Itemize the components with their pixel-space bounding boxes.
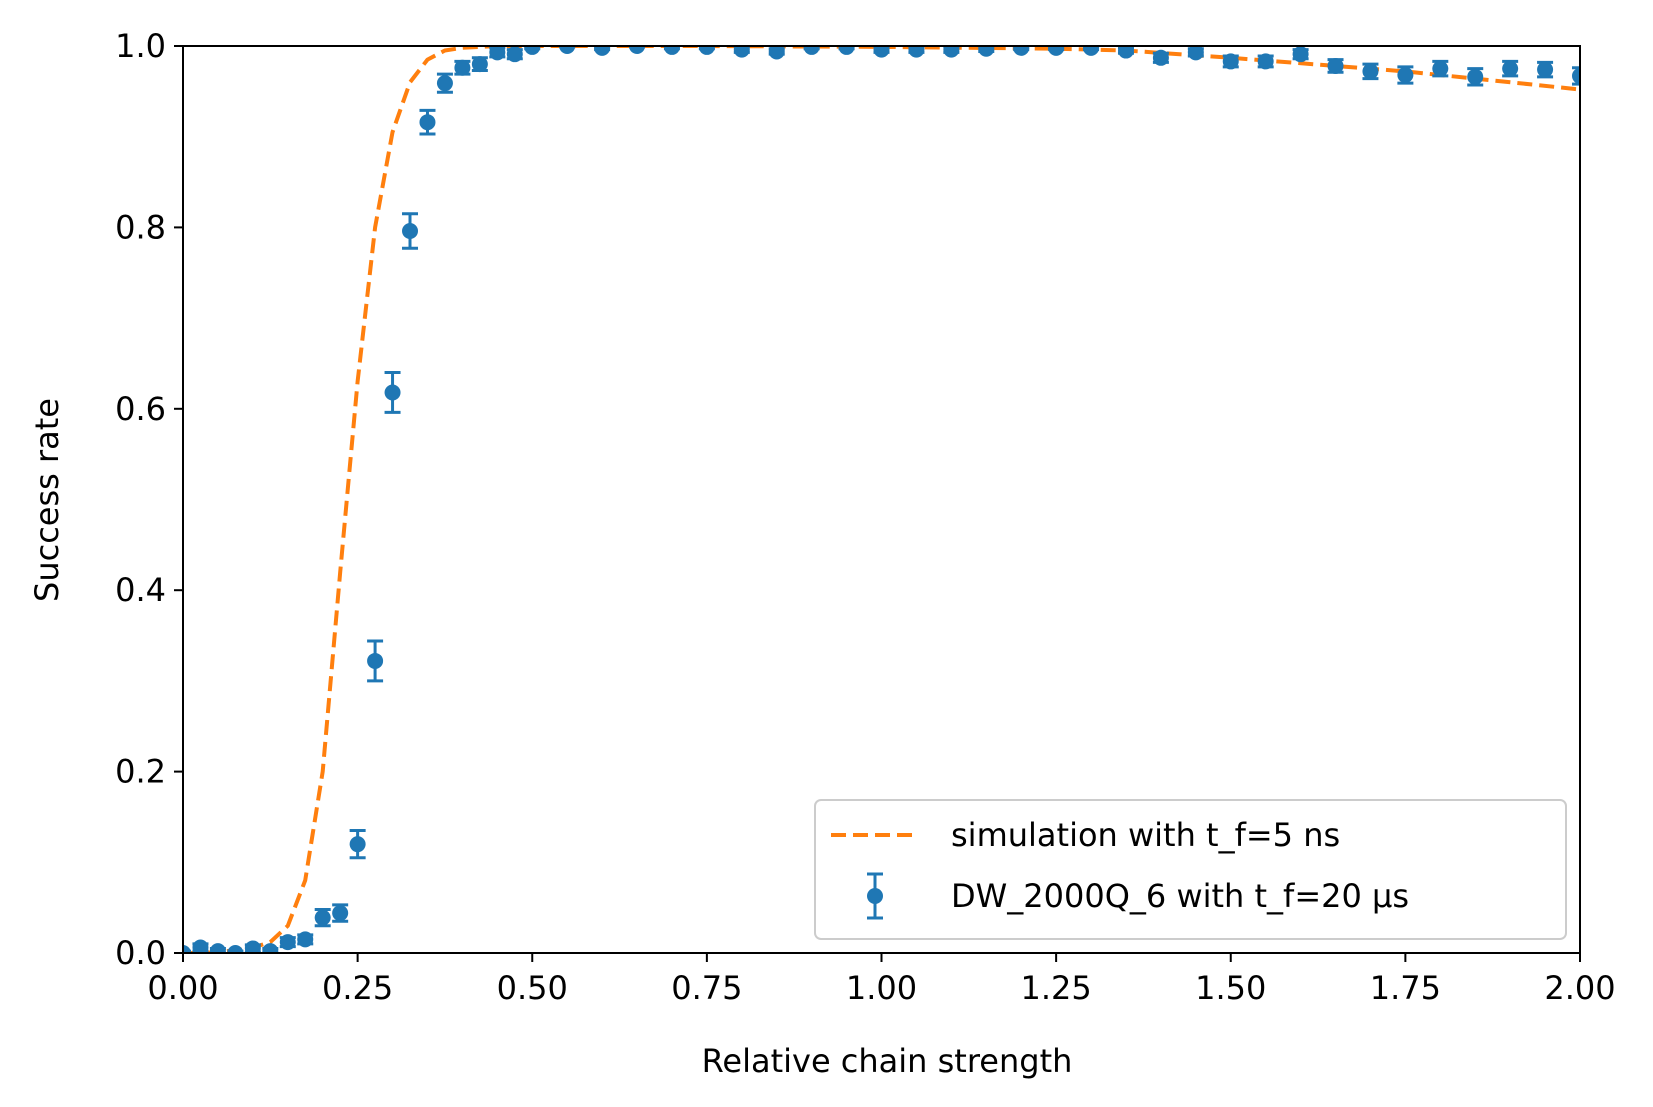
data-point [1083,46,1100,56]
data-point [297,931,314,948]
y-tick-label: 0.6 [115,390,166,428]
y-tick-label: 0.0 [115,934,166,972]
x-tick-label: 0.50 [497,969,568,1007]
y-tick-label: 0.2 [115,753,166,791]
data-point [1467,68,1484,85]
data-point [332,905,349,922]
legend: simulation with t_f=5 ns DW_2000Q_6 with… [814,799,1567,940]
data-point [402,223,419,240]
x-tick-label: 0.00 [147,969,218,1007]
data-point [183,945,191,953]
data-point [1537,61,1554,78]
data-point [733,46,750,58]
x-axis-label: Relative chain strength [702,1042,1073,1080]
data-point [489,46,506,61]
data-point [1572,67,1580,84]
x-tick-label: 1.50 [1195,969,1266,1007]
x-tick-label: 0.75 [671,969,742,1007]
data-point [803,46,820,55]
data-point [1152,49,1169,66]
data-point [227,945,244,953]
dw2000q-series [183,46,1580,953]
x-tick-label: 1.75 [1370,969,1441,1007]
data-point [314,909,331,926]
y-axis: 0.0 0.2 0.4 0.6 0.8 1.0 [115,27,183,972]
data-point [1222,53,1239,70]
y-tick-label: 1.0 [115,27,166,65]
data-point [436,75,453,92]
data-point [663,46,680,55]
data-point [367,652,384,669]
data-point [419,114,436,131]
legend-dw2000q-label: DW_2000Q_6 with t_f=20 µs [951,877,1409,915]
plot-area [182,45,1581,954]
data-point [524,46,541,55]
data-point [349,836,366,853]
data-point [594,46,611,56]
x-axis: 0.00 0.25 0.50 0.75 1.00 1.25 1.50 1.75 2.00 [147,953,1616,1007]
data-point [698,46,715,55]
data-point [244,940,261,953]
data-point [471,56,488,73]
data-point [1117,46,1134,59]
data-point [629,46,646,54]
data-point [1327,57,1344,74]
data-point [838,46,855,55]
x-tick-label: 1.00 [846,969,917,1007]
legend-dw2000q-swatch [867,872,883,920]
data-point [1432,60,1449,77]
x-tick-label: 2.00 [1544,969,1615,1007]
legend-box [814,799,1567,940]
data-point [1292,46,1309,63]
data-point [192,939,209,953]
data-point [978,46,995,57]
data-point [943,46,960,58]
data-point [1257,53,1274,70]
data-point [1013,46,1030,56]
data-point [384,384,401,401]
data-point [1397,67,1414,84]
data-point [454,59,471,76]
legend-simulation-label: simulation with t_f=5 ns [951,816,1340,854]
data-point [1362,63,1379,80]
data-point [1502,60,1519,77]
data-point [279,934,296,951]
data-point [768,46,785,60]
x-tick-label: 1.25 [1021,969,1092,1007]
data-point [262,943,279,953]
y-tick-label: 0.4 [115,571,166,609]
data-point [1187,46,1204,61]
data-point [1048,46,1065,56]
data-point [559,46,576,54]
data-point [209,943,226,953]
data-point [506,46,523,63]
y-tick-label: 0.8 [115,208,166,246]
data-point [873,46,890,58]
simulation-line [183,46,1580,953]
y-axis-label: Success rate [28,398,66,602]
data-point [908,46,925,58]
x-tick-label: 0.25 [322,969,393,1007]
